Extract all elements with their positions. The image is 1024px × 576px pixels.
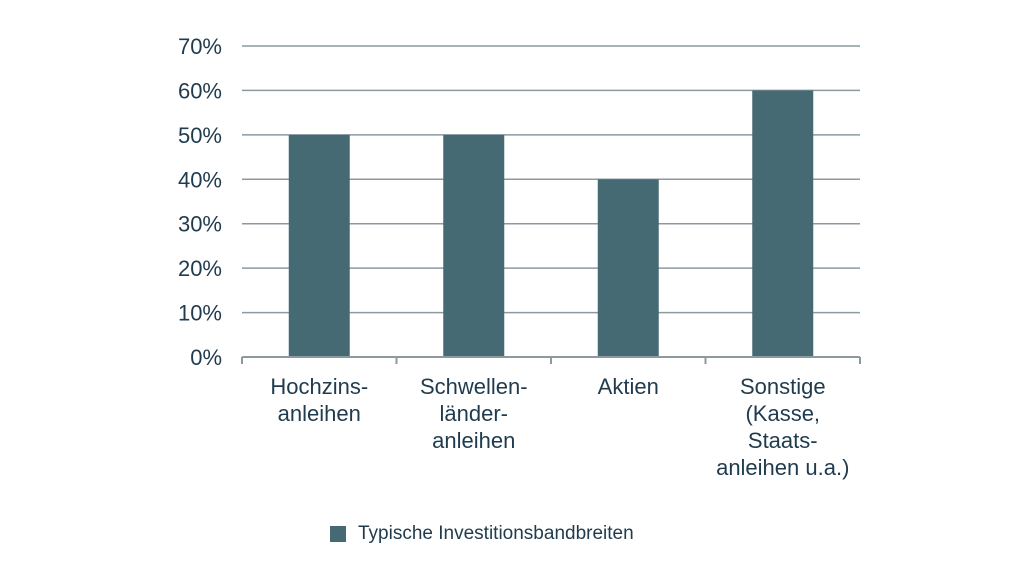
legend-label: Typische Investitionsbandbreiten: [358, 523, 634, 544]
bar: [288, 134, 350, 357]
bar: [752, 90, 814, 357]
x-axis-category-labels: Hochzins-anleihen Schwellen-länder-anleih…: [270, 374, 849, 480]
x-category-label: Hochzins-anleihen: [270, 374, 368, 426]
y-tick-label: 60%: [178, 78, 222, 103]
y-tick-label: 0%: [190, 345, 222, 370]
bars: [288, 90, 814, 357]
y-tick-label: 20%: [178, 256, 222, 281]
bar: [443, 134, 505, 357]
y-tick-label: 70%: [178, 34, 222, 59]
y-tick-label: 40%: [178, 167, 222, 192]
x-category-label: Sonstige (Kasse, Staats-anleihen u.a.): [716, 374, 849, 480]
y-axis-tick-labels: 0% 10% 20% 30% 40% 50% 60% 70%: [178, 34, 222, 370]
x-category-label: Schwellen-länder-anleihen: [420, 374, 528, 453]
x-category-label: Aktien: [598, 374, 659, 399]
y-tick-label: 50%: [178, 123, 222, 148]
legend: Typische Investitionsbandbreiten: [330, 522, 634, 546]
y-tick-label: 10%: [178, 301, 222, 326]
bar: [597, 179, 659, 357]
y-tick-label: 30%: [178, 212, 222, 237]
legend-swatch: [330, 526, 346, 542]
x-axis: [241, 356, 861, 364]
